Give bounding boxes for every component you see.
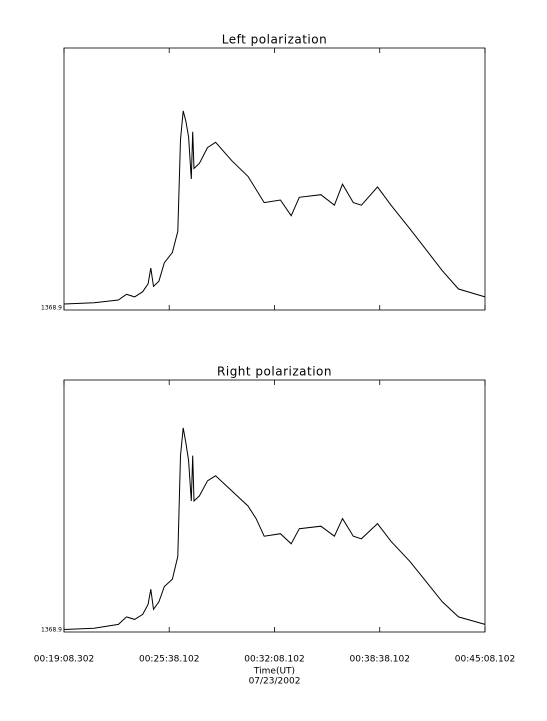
plot-frame xyxy=(63,379,486,633)
curve xyxy=(63,427,486,630)
x-axis-label: Time(UT) xyxy=(253,667,295,677)
x-tick-label: 00:45:08.102 xyxy=(455,655,515,665)
chart-title: Right polarization xyxy=(217,365,332,379)
x-tick-label: 00:25:38.102 xyxy=(139,655,199,665)
x-tick-label: 00:19:08.302 xyxy=(34,655,94,665)
channel-label: 1368.9 xyxy=(41,627,62,634)
x-tick-label: 00:32:08.102 xyxy=(244,655,304,665)
chart-title: Left polarization xyxy=(222,33,327,47)
curve xyxy=(63,110,486,305)
plot-frame xyxy=(63,47,486,311)
channel-label: 1368.9 xyxy=(41,305,62,312)
date-label: 07/23/2002 xyxy=(249,677,301,687)
x-tick-label: 00:38:38.102 xyxy=(350,655,410,665)
